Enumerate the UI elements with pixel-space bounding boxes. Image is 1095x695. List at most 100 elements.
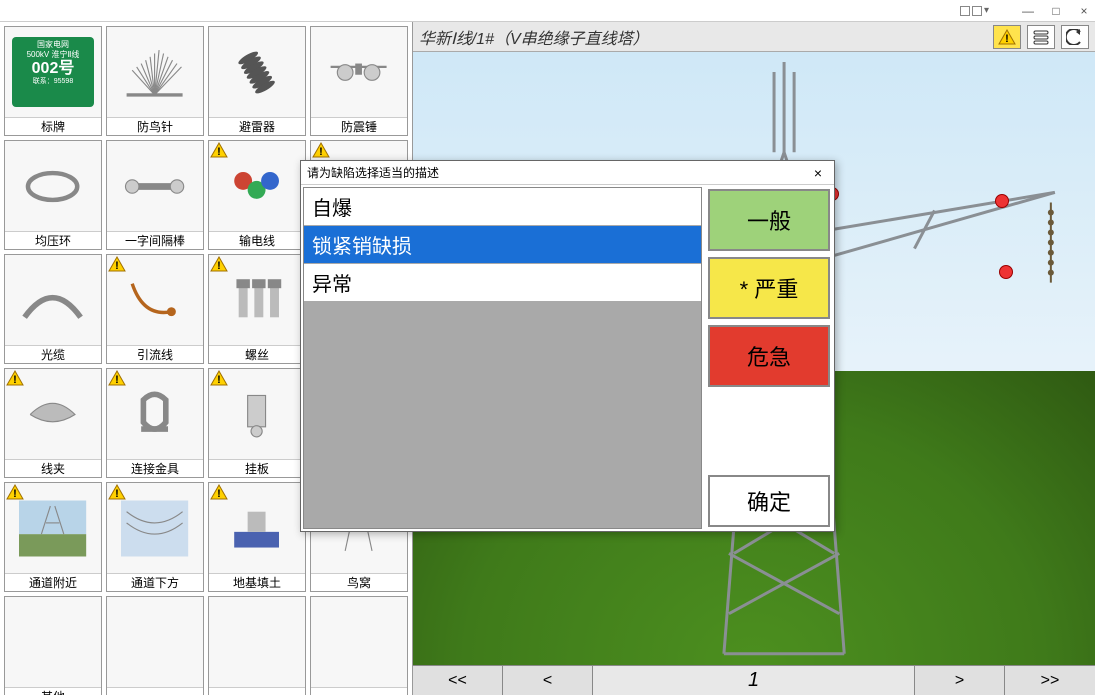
- component-cell[interactable]: 引流线!: [106, 254, 204, 364]
- svg-text:!: !: [115, 488, 119, 500]
- svg-text:!: !: [13, 488, 17, 500]
- component-cell[interactable]: 防震锤: [310, 26, 408, 136]
- warning-button[interactable]: !: [993, 25, 1021, 49]
- component-label: 挂板: [209, 459, 305, 477]
- window-titlebar: ▾ — □ ×: [0, 0, 1095, 22]
- warning-icon: !: [6, 370, 24, 386]
- warning-icon: !: [998, 29, 1016, 45]
- component-label: 螺丝: [209, 345, 305, 363]
- back-icon: [1066, 29, 1084, 45]
- component-label: 线夹: [5, 459, 101, 477]
- component-label: 防鸟针: [107, 117, 203, 135]
- warning-icon: !: [108, 484, 126, 500]
- severity-button[interactable]: 危急: [708, 325, 830, 387]
- component-label: 光缆: [5, 345, 101, 363]
- component-thumbnail: [311, 597, 407, 687]
- component-label: [311, 687, 407, 695]
- component-label: 一字间隔棒: [107, 231, 203, 249]
- component-cell[interactable]: 光缆: [4, 254, 102, 364]
- component-thumbnail: 国家电网500kV 淮宁Ⅱ线002号联系：95598: [5, 27, 101, 117]
- component-thumbnail: [209, 27, 305, 117]
- severity-button[interactable]: 一般: [708, 189, 830, 251]
- warning-icon: !: [108, 370, 126, 386]
- window-controls: — □ ×: [1021, 4, 1091, 18]
- svg-text:!: !: [13, 374, 17, 386]
- component-thumbnail: [209, 597, 305, 687]
- component-cell[interactable]: 输电线!: [208, 140, 306, 250]
- component-cell[interactable]: 均压环: [4, 140, 102, 250]
- component-cell[interactable]: [208, 596, 306, 695]
- component-thumbnail: [5, 141, 101, 231]
- component-cell[interactable]: 一字间隔棒: [106, 140, 204, 250]
- svg-text:!: !: [115, 374, 119, 386]
- component-thumbnail: [107, 597, 203, 687]
- component-cell[interactable]: 地基填土!: [208, 482, 306, 592]
- nav-prev-button[interactable]: <: [503, 666, 593, 695]
- svg-text:!: !: [217, 260, 221, 272]
- defect-option[interactable]: 锁紧销缺损: [304, 226, 701, 264]
- list-button[interactable]: [1027, 25, 1055, 49]
- defect-option[interactable]: 自爆: [304, 188, 701, 226]
- grid-icon[interactable]: [960, 6, 970, 16]
- component-thumbnail: [107, 141, 203, 231]
- svg-text:!: !: [115, 260, 119, 272]
- component-thumbnail: [107, 27, 203, 117]
- svg-text:!: !: [319, 146, 323, 158]
- severity-column: 一般* 严重危急 确定: [704, 185, 834, 531]
- component-cell[interactable]: 线夹!: [4, 368, 102, 478]
- svg-text:!: !: [217, 488, 221, 500]
- component-label: 地基填土: [209, 573, 305, 591]
- warning-icon: !: [108, 256, 126, 272]
- component-cell[interactable]: 连接金具!: [106, 368, 204, 478]
- component-label: [107, 687, 203, 695]
- severity-button[interactable]: * 严重: [708, 257, 830, 319]
- back-button[interactable]: [1061, 25, 1089, 49]
- component-cell[interactable]: [310, 596, 408, 695]
- viewer-title: 华新Ⅰ线/1#（V串绝缘子直线塔）: [419, 25, 987, 49]
- svg-text:!: !: [1005, 33, 1009, 45]
- component-cell[interactable]: 挂板!: [208, 368, 306, 478]
- maximize-button[interactable]: □: [1049, 4, 1063, 18]
- component-label: 均压环: [5, 231, 101, 249]
- dialog-titlebar[interactable]: 请为缺陷选择适当的描述 ×: [301, 161, 834, 185]
- defect-marker[interactable]: [995, 194, 1009, 208]
- warning-icon: !: [210, 256, 228, 272]
- dialog-title: 请为缺陷选择适当的描述: [307, 164, 808, 181]
- defect-option-list[interactable]: 自爆锁紧销缺损异常: [303, 187, 702, 529]
- mini-toolbar: ▾: [960, 5, 989, 16]
- grid-icon[interactable]: [972, 6, 982, 16]
- nav-last-button[interactable]: >>: [1005, 666, 1095, 695]
- nav-first-button[interactable]: <<: [413, 666, 503, 695]
- component-label: 通道附近: [5, 573, 101, 591]
- component-thumbnail: [311, 27, 407, 117]
- nav-next-button[interactable]: >: [915, 666, 1005, 695]
- component-cell[interactable]: 通道附近!: [4, 482, 102, 592]
- component-label: [209, 687, 305, 695]
- defect-option[interactable]: 异常: [304, 264, 701, 302]
- component-label: 连接金具: [107, 459, 203, 477]
- component-cell[interactable]: 通道下方!: [106, 482, 204, 592]
- defect-description-dialog: 请为缺陷选择适当的描述 × 自爆锁紧销缺损异常 一般* 严重危急 确定: [300, 160, 835, 532]
- dropdown-icon[interactable]: ▾: [984, 5, 989, 16]
- close-button[interactable]: ×: [1077, 4, 1091, 18]
- svg-text:!: !: [217, 374, 221, 386]
- list-icon: [1032, 29, 1050, 45]
- component-label: 鸟窝: [311, 573, 407, 591]
- minimize-button[interactable]: —: [1021, 4, 1035, 18]
- component-cell[interactable]: 其他: [4, 596, 102, 695]
- viewer-navbar: << < 1 > >>: [413, 665, 1095, 695]
- component-cell[interactable]: 防鸟针: [106, 26, 204, 136]
- component-label: 输电线: [209, 231, 305, 249]
- component-cell[interactable]: 避雷器: [208, 26, 306, 136]
- svg-text:!: !: [217, 146, 221, 158]
- confirm-button[interactable]: 确定: [708, 475, 830, 527]
- component-cell[interactable]: [106, 596, 204, 695]
- warning-icon: !: [6, 484, 24, 500]
- component-label: 其他: [5, 687, 101, 695]
- component-cell[interactable]: 国家电网500kV 淮宁Ⅱ线002号联系：95598标牌: [4, 26, 102, 136]
- component-cell[interactable]: 螺丝!: [208, 254, 306, 364]
- warning-icon: !: [312, 142, 330, 158]
- defect-marker[interactable]: [999, 265, 1013, 279]
- dialog-close-button[interactable]: ×: [808, 165, 828, 181]
- component-label: 通道下方: [107, 573, 203, 591]
